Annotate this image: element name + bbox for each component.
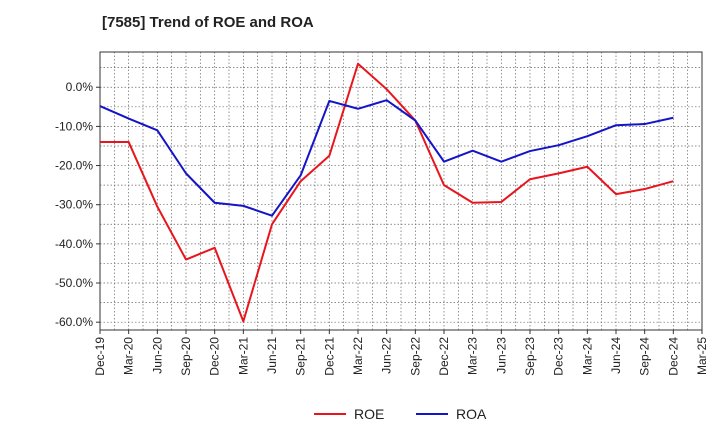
y-tick-label: -40.0% — [55, 237, 93, 251]
y-axis-ticks: 0.0% -10.0% -20.0% -30.0% -40.0% -50.0% -60.0% — [55, 80, 100, 329]
y-tick-label: 0.0% — [66, 80, 94, 94]
plot-area-frame — [99, 51, 703, 331]
y-tick-label: -50.0% — [55, 276, 93, 290]
x-tick-label: Mar-22 — [351, 337, 365, 375]
x-tick-label: Jun-22 — [380, 337, 394, 374]
x-tick-label: Mar-21 — [236, 337, 250, 375]
x-tick-label: Dec-24 — [666, 337, 680, 376]
x-tick-label: Jun-20 — [150, 337, 164, 374]
x-tick-label: Sep-21 — [294, 337, 308, 376]
chart-title: [7585] Trend of ROE and ROA — [102, 14, 314, 31]
legend: ROE ROA — [314, 406, 487, 422]
x-tick-label: Mar-25 — [695, 337, 709, 375]
x-tick-label: Sep-22 — [408, 337, 422, 376]
series-line-roe — [100, 62, 674, 323]
x-tick-label: Jun-24 — [609, 337, 623, 374]
y-tick-label: -20.0% — [55, 159, 93, 173]
x-tick-label: Mar-20 — [122, 337, 136, 375]
grid-lines — [99, 52, 703, 330]
legend-label-roe: ROE — [354, 406, 384, 422]
series-line-roa — [99, 99, 674, 217]
x-tick-label: Dec-23 — [552, 337, 566, 376]
y-tick-label: -60.0% — [55, 315, 93, 329]
x-tick-label: Mar-23 — [466, 337, 480, 375]
x-axis-ticks: Dec-19 Mar-20 Jun-20 Sep-20 Dec-20 Mar-21 Jun-… — [93, 330, 709, 376]
x-tick-label: Dec-20 — [208, 337, 222, 376]
legend-label-roa: ROA — [456, 406, 487, 422]
x-tick-label: Dec-19 — [93, 337, 107, 376]
x-tick-label: Sep-20 — [179, 337, 193, 376]
x-tick-label: Dec-21 — [322, 337, 336, 376]
y-tick-label: -30.0% — [55, 198, 93, 212]
x-tick-label: Jun-23 — [494, 337, 508, 374]
x-tick-label: Dec-22 — [437, 337, 451, 376]
x-tick-label: Mar-24 — [580, 337, 594, 375]
series-layer — [99, 62, 674, 323]
y-tick-label: -10.0% — [55, 119, 93, 133]
x-tick-label: Sep-23 — [523, 337, 537, 376]
x-tick-label: Jun-21 — [265, 337, 279, 374]
x-tick-label: Sep-24 — [638, 337, 652, 376]
